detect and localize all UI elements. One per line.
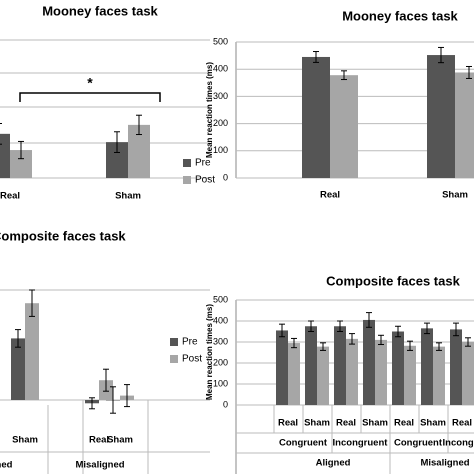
bar — [392, 331, 404, 405]
y-tick-label: 300 — [213, 91, 228, 101]
x-tick-label: Real — [336, 418, 356, 429]
legend-label: Pre — [182, 337, 198, 348]
group-label: Incongruent — [333, 438, 389, 449]
bar — [10, 150, 32, 178]
bar — [106, 142, 128, 178]
x-tick-label: Real — [320, 190, 340, 201]
y-tick-label: 100 — [213, 145, 228, 155]
annotation: * — [87, 75, 93, 91]
y-tick-label: 300 — [213, 336, 228, 346]
group-label: Aligned — [0, 460, 13, 471]
bar — [433, 346, 445, 405]
bar — [455, 72, 474, 178]
y-tick-label: 400 — [213, 315, 228, 325]
y-axis-title: Mean reaction times (ms) — [205, 62, 214, 158]
group-label: Misaligned — [75, 460, 124, 471]
x-tick-label: Real — [452, 418, 472, 429]
chart-title: Mooney faces task — [42, 3, 158, 18]
group-label: Congruent — [279, 438, 328, 449]
bar — [305, 326, 317, 405]
bar — [450, 329, 462, 405]
x-tick-label: Sham — [12, 435, 38, 446]
y-tick-label: 400 — [213, 64, 228, 74]
y-tick-label: 500 — [213, 36, 228, 46]
y-tick-label: 0 — [223, 399, 228, 409]
bar — [421, 328, 433, 405]
x-tick-label: Sham — [107, 435, 133, 446]
bar — [302, 56, 330, 178]
y-tick-label: 100 — [213, 378, 228, 388]
chart-title: Mooney faces task — [342, 8, 458, 23]
legend-swatch — [170, 355, 178, 363]
y-tick-label: 500 — [213, 294, 228, 304]
x-tick-label: Sham — [442, 190, 468, 201]
bar — [427, 55, 455, 178]
group-label: Incongruent — [443, 438, 474, 449]
x-tick-label: Sham — [115, 191, 141, 202]
bar — [11, 338, 25, 400]
y-axis-title: Mean reaction times (ms) — [205, 304, 214, 400]
x-tick-label: Real — [278, 418, 298, 429]
bar — [330, 75, 358, 178]
significance-bracket — [19, 92, 161, 102]
x-tick-label: Sham — [420, 418, 446, 429]
bar — [363, 319, 375, 405]
chart-title: Composite faces task — [326, 273, 460, 288]
y-tick-label: 200 — [213, 357, 228, 367]
legend-swatch — [183, 176, 191, 184]
legend-label: Pre — [195, 158, 211, 169]
bar — [404, 345, 416, 405]
bar — [0, 133, 10, 178]
bar — [288, 343, 300, 405]
legend-swatch — [183, 159, 191, 167]
x-tick-label: Sham — [304, 418, 330, 429]
legend-swatch — [170, 338, 178, 346]
group-label: Aligned — [316, 458, 351, 469]
legend-label: Post — [195, 175, 215, 186]
bar — [334, 326, 346, 405]
y-tick-label: 200 — [213, 118, 228, 128]
bar — [346, 338, 358, 405]
bar — [375, 339, 387, 405]
group-label: Congruent — [394, 438, 443, 449]
plot-frame — [0, 39, 474, 474]
bar — [128, 124, 150, 178]
group-label: Misaligned — [420, 458, 469, 469]
x-tick-label: Sham — [362, 418, 388, 429]
bar — [317, 346, 329, 405]
x-tick-label: Real — [0, 191, 20, 202]
bar — [276, 330, 288, 405]
bar — [462, 342, 474, 405]
chart-title: Composite faces task — [0, 228, 126, 243]
bar — [25, 303, 39, 400]
x-tick-label: Real — [89, 435, 109, 446]
y-tick-label: 0 — [223, 172, 228, 182]
legend-label: Post — [182, 354, 202, 365]
x-tick-label: Real — [394, 418, 414, 429]
